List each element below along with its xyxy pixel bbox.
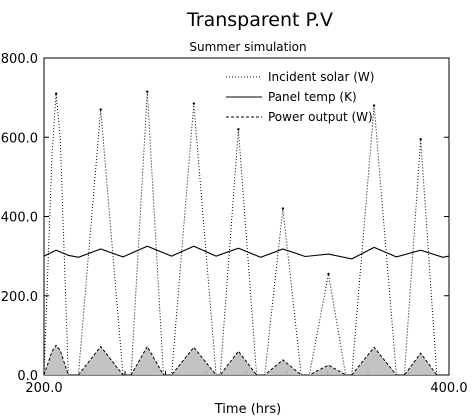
series-line-2 — [43, 344, 449, 376]
data-point-peak — [327, 272, 330, 276]
legend-label-panel-temp: Panel temp (K) — [268, 90, 357, 104]
y-tick-label: 800.0 — [1, 52, 38, 67]
y-tick-label: 200.0 — [1, 290, 38, 305]
series-line-0 — [43, 91, 449, 376]
data-point-peak — [192, 102, 196, 105]
data-point-peak — [54, 92, 58, 95]
plot-axes — [43, 57, 450, 376]
chart-subtitle: Summer simulation — [189, 40, 306, 54]
series-area-power-output — [44, 345, 449, 375]
data-point-peak — [146, 90, 149, 93]
x-tick-label: 400.0 — [430, 381, 467, 396]
data-point-peak — [419, 138, 422, 141]
legend-label-power-output: Power output (W) — [268, 110, 373, 124]
series-layer — [43, 90, 450, 376]
series-line-1 — [43, 245, 450, 260]
data-point-peak — [372, 104, 376, 107]
legend: Incident solar (W) Panel temp (K) Power … — [226, 70, 374, 124]
x-tick-label: 200.0 — [25, 381, 62, 396]
y-tick-label: 400.0 — [1, 211, 38, 226]
y-tick-label: 0.0 — [17, 369, 38, 384]
legend-label-incident-solar: Incident solar (W) — [268, 70, 374, 84]
data-point-peak — [237, 128, 240, 131]
y-tick-label: 600.0 — [1, 131, 38, 146]
data-point-peak — [281, 207, 285, 210]
chart-title: Transparent P.V — [186, 9, 333, 31]
plot-frame — [43, 57, 450, 376]
x-axis-label: Time (hrs) — [214, 402, 281, 417]
data-point-peak — [99, 108, 102, 111]
